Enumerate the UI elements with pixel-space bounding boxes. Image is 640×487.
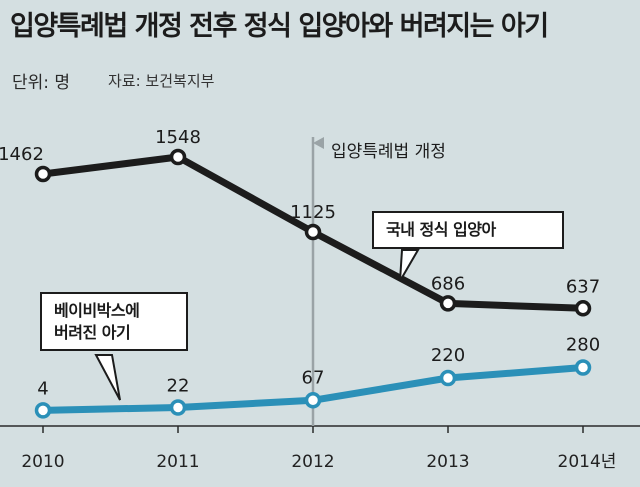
marker-flag-icon [313,137,324,149]
callout-pointer [399,249,420,282]
data-point [169,148,187,166]
callout-babybox: 베이비박스에 버려진 아기 [40,292,188,352]
data-point [34,402,52,419]
data-label: 1125 [290,202,336,223]
data-point [304,223,322,241]
callout-babybox-line1: 베이비박스에 [54,301,140,320]
data-label: 280 [566,335,600,356]
data-point [169,399,187,416]
data-label: 67 [302,367,325,388]
data-label: 4 [37,378,48,399]
x-tick-label: 2010 [21,452,64,472]
marker-label: 입양특례법 개정 [331,142,446,162]
data-point [439,295,457,312]
data-point [304,392,322,409]
x-tick-label: 2011 [156,452,199,472]
data-labels: 1462 1548 1125 686 637 4 22 67 220 280 [0,127,600,399]
callout-babybox-line2: 버려진 아기 [54,322,131,342]
callout-domestic-label: 국내 정식 입양아 [386,220,496,239]
x-tick-label: 2013 [426,452,469,472]
data-point [574,300,592,317]
source-label: 자료: 보건복지부 [108,72,215,90]
unit-label: 단위: 명 [12,73,71,93]
series-layer [34,148,592,419]
data-point [34,165,52,183]
data-label: 686 [431,273,465,294]
data-point [439,369,457,387]
data-label: 220 [431,345,465,366]
data-label: 637 [566,276,600,297]
callout-pointer [94,354,121,401]
callout-pointers [94,249,420,401]
x-tick-label: 2012 [291,452,334,472]
data-label: 22 [167,375,190,396]
law-revision-marker: 입양특례법 개정 [311,137,446,426]
data-point [574,359,592,376]
callout-domestic-adoption: 국내 정식 입양아 [372,211,564,249]
data-label: 1548 [155,127,201,148]
data-label: 1462 [0,144,44,165]
x-tick-label: 2014년 [558,452,617,472]
chart-title: 입양특례법 개정 전후 정식 입양아와 버려지는 아기 [10,11,549,42]
x-axis: 2010 2011 2012 2013 2014년 [0,425,640,472]
